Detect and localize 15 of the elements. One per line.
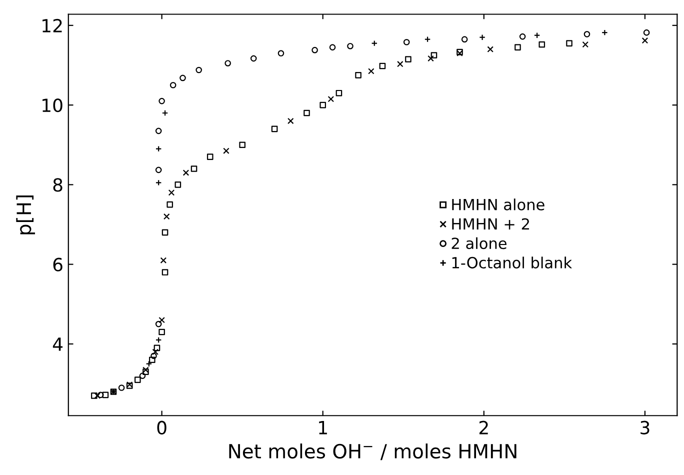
x-tick-label: 3: [640, 420, 650, 434]
legend-label: HMHN alone: [452, 198, 544, 210]
y-tick-label: 10: [42, 98, 62, 112]
legend-label: 1-Octanol blank: [452, 256, 572, 268]
legend-label: HMHN + 2: [452, 218, 529, 230]
y-tick-label: 4: [52, 338, 63, 351]
y-tick-label: 12: [42, 18, 62, 32]
y-axis-title: p[H]: [16, 196, 36, 234]
x-tick-label: 1: [319, 421, 327, 434]
x-axis-title: Net moles OH$^{−}$ / moles HMHN: [229, 444, 516, 460]
y-tick-label: 6: [53, 258, 62, 272]
x-tick-label: 0: [157, 420, 166, 434]
legend-label: 2 alone: [452, 237, 506, 250]
y-tick-label: 8: [53, 178, 62, 192]
x-tick-label: 2: [479, 420, 488, 434]
